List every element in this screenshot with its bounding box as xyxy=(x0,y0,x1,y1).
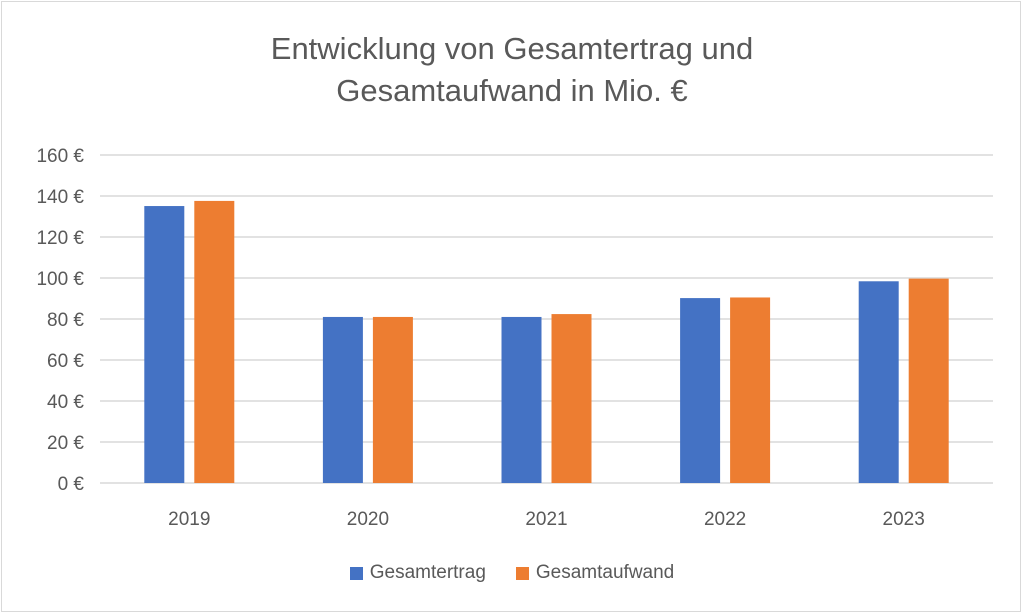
bar-gesamtertrag-2022 xyxy=(680,298,721,483)
y-tick-label: 160 € xyxy=(36,146,84,167)
y-tick-label: 20 € xyxy=(47,433,84,454)
y-tick-label: 80 € xyxy=(47,310,84,331)
legend-label: Gesamtaufwand xyxy=(535,562,675,583)
y-tick-label: 0 € xyxy=(58,474,85,495)
bar-gesamtaufwand-2023 xyxy=(908,278,949,483)
y-tick-label: 140 € xyxy=(36,187,84,208)
chart-title-line-2: Gesamtaufwand in Mio. € xyxy=(336,73,688,108)
bar-gesamtertrag-2020 xyxy=(322,316,363,483)
chart-title-line-1: Entwicklung von Gesamtertrag und xyxy=(270,31,754,66)
x-tick-label: 2019 xyxy=(168,509,210,530)
x-tick-label: 2021 xyxy=(525,509,567,530)
x-tick-label: 2020 xyxy=(347,509,389,530)
chart-title: Entwicklung von Gesamtertrag und Gesamta… xyxy=(0,28,1024,112)
bar-gesamtaufwand-2020 xyxy=(372,316,413,483)
legend-swatch-gesamtaufwand xyxy=(515,566,529,580)
bar-gesamtaufwand-2021 xyxy=(551,314,592,483)
legend: Gesamtertrag Gesamtaufwand xyxy=(0,562,1024,584)
x-tick-label: 2022 xyxy=(704,509,746,530)
bar-gesamtaufwand-2019 xyxy=(194,200,235,484)
bar-gesamtaufwand-2022 xyxy=(730,297,771,483)
bar-gesamtertrag-2019 xyxy=(144,206,185,484)
y-tick-label: 40 € xyxy=(47,392,84,413)
legend-item-gesamtertrag: Gesamtertrag xyxy=(349,562,486,584)
x-tick-label: 2023 xyxy=(883,509,925,530)
y-tick-label: 60 € xyxy=(47,351,84,372)
bar-gesamtertrag-2021 xyxy=(501,316,542,483)
legend-swatch-gesamtertrag xyxy=(349,566,363,580)
legend-label: Gesamtertrag xyxy=(369,562,486,583)
y-tick-label: 100 € xyxy=(36,269,84,290)
legend-item-gesamtaufwand: Gesamtaufwand xyxy=(515,562,675,584)
bar-gesamtertrag-2023 xyxy=(858,281,899,483)
y-tick-label: 120 € xyxy=(36,228,84,249)
